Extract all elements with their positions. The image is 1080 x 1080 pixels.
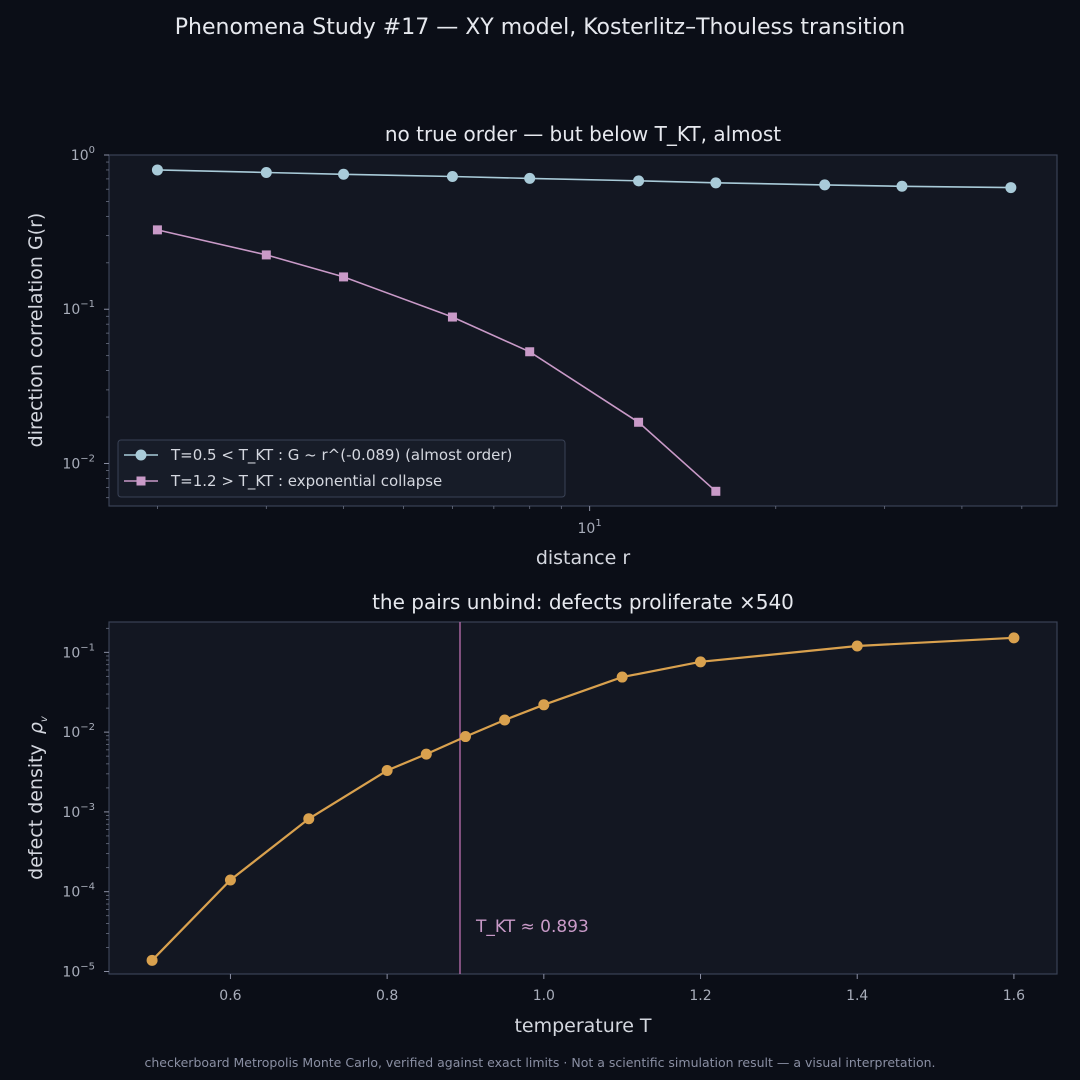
defect-panel-title: the pairs unbind: defects proliferate ×5… (372, 590, 794, 614)
correlation-point-high-t (634, 417, 644, 427)
correlation-ticks: 100 10−1 10−2 101 (62, 145, 1023, 537)
correlation-point-low-t (151, 164, 163, 176)
correlation-point-high-t (525, 347, 535, 357)
legend-box (117, 439, 566, 498)
defect-y-tick-label-1: 10−2 (62, 722, 95, 741)
legend-low-t-marker (135, 449, 147, 461)
defect-x-tick-label-3: 1.2 (689, 988, 711, 1004)
defect-x-axis-label: temperature T (514, 1015, 651, 1037)
correlation-point-low-t (446, 171, 458, 183)
defect-density-point (1008, 632, 1020, 644)
defect-x-tick-label-4: 1.4 (846, 988, 868, 1004)
defect-density-point (459, 731, 471, 743)
legend-high-t-label: T=1.2 > T_KT : exponential collapse (170, 472, 442, 491)
correlation-series (151, 164, 1017, 496)
defect-x-tick-label-2: 1.0 (533, 988, 555, 1004)
tkt-annotation: T_KT ≈ 0.893 (475, 917, 589, 937)
defect-y-tick-label-4: 10−5 (62, 961, 95, 980)
defect-ticks: 10−1 10−2 10−3 10−4 10−5 0.6 0.8 1.0 1.2 1.4 1.6 (62, 627, 1025, 1004)
correlation-y-axis-label: direction correlation G(r) (25, 213, 47, 448)
correlation-point-low-t (338, 168, 350, 180)
defect-density-point (381, 765, 393, 777)
defect-density-point (695, 656, 707, 668)
defect-density-point (420, 748, 432, 760)
defect-density-point (224, 874, 236, 886)
correlation-y-tick-label-2: 10−2 (62, 453, 95, 472)
defect-y-tick-label-0: 10−1 (62, 642, 95, 661)
correlation-point-low-t (633, 175, 645, 187)
correlation-point-low-t (1005, 182, 1017, 194)
correlation-y-tick-label-1: 10−1 (62, 299, 95, 318)
legend-low-t-label: T=0.5 < T_KT : G ~ r^(-0.089) (almost or… (170, 446, 512, 465)
correlation-point-low-t (819, 179, 831, 191)
correlation-point-high-t (152, 225, 162, 235)
defect-x-tick-label-1: 0.8 (376, 988, 398, 1004)
correlation-point-low-t (524, 172, 536, 184)
correlation-x-tick-label-0: 101 (578, 518, 602, 537)
defect-density-point (851, 640, 863, 652)
correlation-legend: T=0.5 < T_KT : G ~ r^(-0.089) (almost or… (117, 439, 566, 498)
correlation-y-tick-label-0: 100 (71, 145, 95, 164)
correlation-x-axis-label: distance r (536, 547, 631, 569)
legend-high-t-marker (136, 476, 146, 486)
defect-panel: the pairs unbind: defects proliferate ×5… (25, 590, 1058, 1037)
correlation-point-high-t (447, 312, 457, 322)
defect-density-point (499, 714, 511, 726)
defect-y-axis-label: defect densityρv (25, 715, 50, 880)
defect-plot-area (108, 621, 1058, 975)
defect-density-point (538, 699, 550, 711)
defect-density-point (616, 671, 628, 683)
correlation-point-high-t (339, 272, 349, 282)
defect-x-tick-label-5: 1.6 (1003, 988, 1025, 1004)
correlation-panel: no true order — but below T_KT, almost d… (25, 122, 1058, 569)
defect-y-tick-label-3: 10−4 (62, 882, 95, 901)
footer-note: checkerboard Metropolis Monte Carlo, ver… (144, 1055, 935, 1070)
defect-x-tick-label-0: 0.6 (219, 988, 241, 1004)
correlation-point-high-t (261, 250, 271, 260)
defect-y-tick-label-2: 10−3 (62, 802, 95, 821)
figure-title: Phenomena Study #17 — XY model, Kosterli… (175, 15, 905, 40)
defect-density-point (146, 954, 158, 966)
correlation-point-low-t (260, 167, 272, 179)
correlation-panel-title: no true order — but below T_KT, almost (385, 122, 781, 146)
correlation-series-line-low-t (157, 169, 1011, 189)
correlation-point-low-t (710, 177, 722, 189)
defect-series: T_KT ≈ 0.893 (146, 622, 1020, 974)
defect-density-point (303, 813, 315, 825)
correlation-point-high-t (711, 486, 721, 496)
defect-density-line (151, 636, 1014, 962)
correlation-point-low-t (896, 180, 908, 192)
